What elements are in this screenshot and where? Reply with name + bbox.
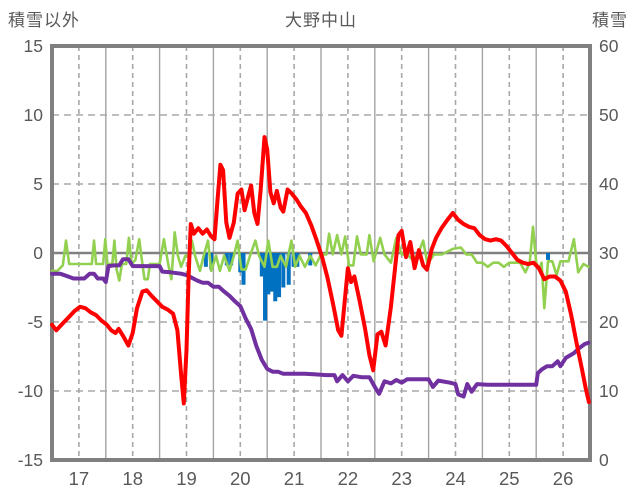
blue-bars-bar <box>203 253 208 267</box>
left-axis-tick-label: -5 <box>27 312 43 332</box>
blue-bars-bar <box>281 253 286 288</box>
left-axis-tick-label: 5 <box>33 174 43 194</box>
blue-bars-bar <box>263 253 268 321</box>
right-axis-tick-label: 30 <box>599 243 619 263</box>
x-axis-tick-label: 18 <box>122 468 143 489</box>
x-axis-tick-label: 19 <box>176 468 197 489</box>
purple-line <box>50 257 591 399</box>
x-axis-tick-label: 26 <box>553 468 574 489</box>
blue-bars-bar <box>546 253 551 260</box>
right-axis-tick-label: 40 <box>599 174 619 194</box>
right-axis-tick-label: 0 <box>599 450 609 470</box>
left-axis-tick-label: 10 <box>24 105 44 125</box>
left-axis-tick-label: 0 <box>33 243 43 263</box>
left-axis-title: 積雪以外 <box>8 11 80 30</box>
left-axis-tick-label: 15 <box>24 36 43 56</box>
right-axis-tick-label: 10 <box>599 381 619 401</box>
chart-title: 大野中山 <box>285 11 357 30</box>
x-axis-tick-label: 21 <box>284 468 305 489</box>
red-line <box>50 135 591 406</box>
left-axis-tick-label: -10 <box>18 381 44 401</box>
right-axis-title: 積雪 <box>592 11 628 30</box>
blue-bars-bar <box>259 253 264 277</box>
blue-bars-bar <box>273 253 278 302</box>
plot-frame <box>50 44 592 462</box>
blue-bars-bar <box>224 253 229 266</box>
green-line <box>50 225 590 310</box>
blue-bars-bar <box>308 253 313 266</box>
blue-bars-bar <box>229 253 234 266</box>
blue-bars-bar <box>277 253 282 298</box>
x-axis-tick-label: 17 <box>69 468 90 489</box>
right-axis-tick-label: 50 <box>599 105 619 125</box>
x-axis-tick-label: 22 <box>338 468 359 489</box>
x-axis-tick-label: 25 <box>499 468 520 489</box>
blue-bars-bar <box>266 253 271 295</box>
left-axis-tick-label: -15 <box>18 450 43 470</box>
x-axis-tick-label: 24 <box>445 468 466 489</box>
x-axis-tick-label: 23 <box>391 468 412 489</box>
right-axis-tick-label: 60 <box>599 36 619 56</box>
blue-bars-bar <box>286 253 291 285</box>
x-axis-tick-label: 20 <box>230 468 251 489</box>
blue-bars-bar <box>270 253 275 292</box>
right-axis-tick-label: 20 <box>599 312 619 332</box>
